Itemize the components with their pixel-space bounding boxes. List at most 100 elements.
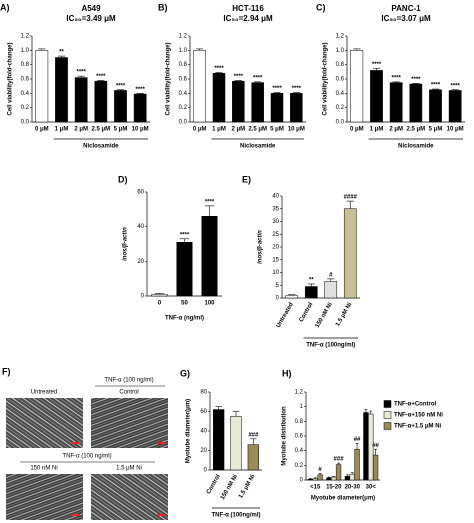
micrograph [91, 398, 168, 448]
y-tick-label: 5 [276, 283, 280, 289]
bar [247, 444, 259, 471]
significance-label: **** [76, 70, 86, 76]
bar [326, 477, 332, 481]
panel-letter: B) [158, 2, 168, 12]
y-tick-label: 20 [137, 259, 144, 265]
bar [232, 80, 245, 123]
panel-letter: D) [118, 174, 128, 184]
x-tick-label: 10 μM [132, 127, 149, 133]
bar [335, 464, 342, 481]
x-tick-label: 1 μM [55, 127, 69, 133]
x-tick-label: 10 μM [288, 127, 305, 133]
y-tick-label: 1.2 [336, 34, 345, 40]
x-tick-label: 1 μM [212, 127, 226, 133]
legend-label: TNF-α+150 nM Ni [394, 413, 443, 419]
micrograph [91, 474, 168, 520]
significance-label: **** [180, 232, 190, 238]
panel-letter: G) [180, 368, 190, 378]
y-tick-label: 0.2 [336, 105, 345, 111]
y-tick-label: 15 [272, 257, 279, 263]
x-tick-label: 2.5 μM [91, 127, 110, 133]
y-tick-label: 1.2 [179, 34, 188, 40]
y-tick-label: 0.4 [295, 448, 304, 454]
y-axis-label: Cell viability(fold-change) [323, 42, 329, 115]
x-tick-label: 1.5 μM Ni [335, 302, 354, 328]
bar [372, 454, 379, 481]
chart-title: A549 [81, 4, 101, 13]
x-tick-label: Control [298, 302, 314, 324]
caption: Control [119, 390, 138, 396]
significance-label: **** [214, 66, 224, 72]
y-tick-label: 0.6 [295, 434, 304, 440]
y-tick-label: 40 [137, 224, 144, 230]
significance-label: ### [334, 457, 345, 463]
bar [201, 216, 218, 297]
bar [448, 90, 462, 123]
x-tick-label: 0 [158, 301, 162, 307]
legend-swatch [383, 411, 392, 419]
significance-label: **** [116, 83, 126, 89]
caption: 150 nM Ni [30, 466, 57, 472]
group-label: Niclosamide [240, 144, 276, 150]
x-tick-label: 5 μM [270, 127, 284, 133]
group-label: TNF-α (100ng/ml) [211, 513, 260, 519]
x-tick-label: 0 μM [193, 127, 207, 133]
group-label: Niclosamide [398, 144, 434, 150]
y-tick-label: 0.4 [179, 91, 188, 97]
x-tick-label: 20-30 [345, 485, 361, 491]
significance-label: **** [431, 83, 441, 89]
x-tick-label: 2.5 μM [248, 127, 267, 133]
x-tick-label: 1 μM [370, 127, 384, 133]
bar [212, 73, 226, 123]
y-tick-label: 0.2 [21, 105, 30, 111]
bar [35, 50, 49, 123]
x-axis-label: TNF-α (ng/ml) [165, 316, 204, 322]
legend-label: TNF-α+Control [394, 402, 437, 408]
significance-label: ** [59, 50, 64, 56]
y-tick-label: 0 [300, 478, 304, 484]
scale-bar [72, 442, 80, 444]
significance-label: ** [309, 278, 314, 284]
bar [354, 448, 360, 481]
significance-label: #### [344, 195, 358, 201]
y-tick-label: 80 [200, 390, 207, 396]
x-tick-label: 5 μM [429, 127, 443, 133]
x-tick-label: 0 μM [350, 127, 364, 133]
group-label: TNF-α (100ng/ml) [306, 343, 355, 349]
significance-label: ## [354, 437, 361, 443]
y-tick-label: 20 [200, 448, 207, 454]
y-tick-label: 0.0 [336, 120, 345, 126]
significance-label: **** [96, 74, 106, 80]
bar [363, 412, 369, 481]
y-tick-label: 25 [272, 232, 279, 238]
x-tick-label: 2 μM [231, 127, 245, 133]
bar [343, 208, 357, 299]
y-tick-label: 20 [272, 245, 279, 251]
panel-letter: E) [242, 174, 251, 184]
chart-subtitle: IC₅₀=3.07 μM [381, 14, 431, 23]
significance-label: ## [372, 443, 379, 449]
y-tick-label: 1.2 [21, 34, 30, 40]
x-tick-label: <15 [310, 485, 321, 491]
x-tick-label: 10 μM [447, 127, 464, 133]
y-tick-label: 0.4 [21, 91, 30, 97]
x-axis-label: Myotube diameter(μm) [311, 496, 375, 502]
caption: Untreated [31, 390, 57, 396]
y-axis-label: Cell viability(fold-change) [166, 42, 172, 115]
y-axis-label: Myotube diameter(μm) [186, 399, 192, 463]
scale-bar [72, 514, 80, 516]
significance-label: **** [205, 199, 215, 205]
bar [151, 294, 168, 297]
y-axis-label: Cell viability(fold-change) [8, 42, 14, 115]
y-tick-label: 0.2 [295, 463, 304, 469]
y-tick-label: 0.6 [179, 77, 188, 83]
y-tick-label: 0.8 [21, 62, 30, 68]
significance-label: **** [391, 75, 401, 81]
x-tick-label: 150 nM Ni [315, 302, 334, 330]
chart-title: PANC-1 [391, 4, 421, 13]
chart-title: HCT-116 [232, 4, 264, 13]
bar [317, 474, 323, 481]
scale-bar [157, 442, 165, 444]
bar [55, 57, 68, 123]
chart-subtitle: IC₅₀=3.49 μM [66, 14, 116, 23]
